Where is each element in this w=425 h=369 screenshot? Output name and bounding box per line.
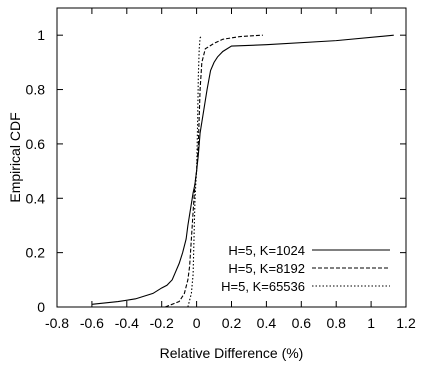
x-tick-label: -0.6	[80, 315, 104, 331]
x-tick-label: 0.4	[257, 315, 277, 331]
y-tick-label: 1	[37, 27, 45, 43]
x-tick-label: 0	[193, 315, 201, 331]
series-line-1	[91, 34, 394, 305]
y-tick-label: 0.4	[26, 190, 46, 206]
x-tick-label: -0.4	[115, 315, 139, 331]
x-tick-label: 1.2	[396, 315, 416, 331]
y-tick-label: 0.6	[26, 136, 46, 152]
series-lines	[91, 34, 394, 308]
x-tick-label: -0.2	[150, 315, 174, 331]
x-tick-label: 1	[367, 315, 375, 331]
y-tick-label: 0.2	[26, 245, 46, 261]
legend-label-3: H=5, K=65536	[221, 279, 305, 294]
y-tick-label: 0.8	[26, 82, 46, 98]
legend: H=5, K=1024 H=5, K=8192 H=5, K=65536	[221, 243, 390, 294]
x-tick-label: 0.8	[326, 315, 346, 331]
x-tick-label: 0.6	[292, 315, 312, 331]
series-line-2	[164, 34, 263, 308]
x-tick-label: -0.8	[45, 315, 69, 331]
x-axis-label: Relative Difference (%)	[160, 345, 304, 361]
legend-label-1: H=5, K=1024	[228, 243, 305, 258]
axis-ticks: -0.8 -0.6 -0.4 -0.2 0 0.2 0.4 0.6 0.8 1 1.2 0 0.2 0.4…	[26, 8, 416, 331]
series-line-3	[187, 34, 203, 308]
y-axis-label: Empirical CDF	[7, 112, 23, 202]
y-tick-label: 0	[37, 299, 45, 315]
legend-label-2: H=5, K=8192	[228, 261, 305, 276]
x-tick-label: 0.2	[222, 315, 242, 331]
